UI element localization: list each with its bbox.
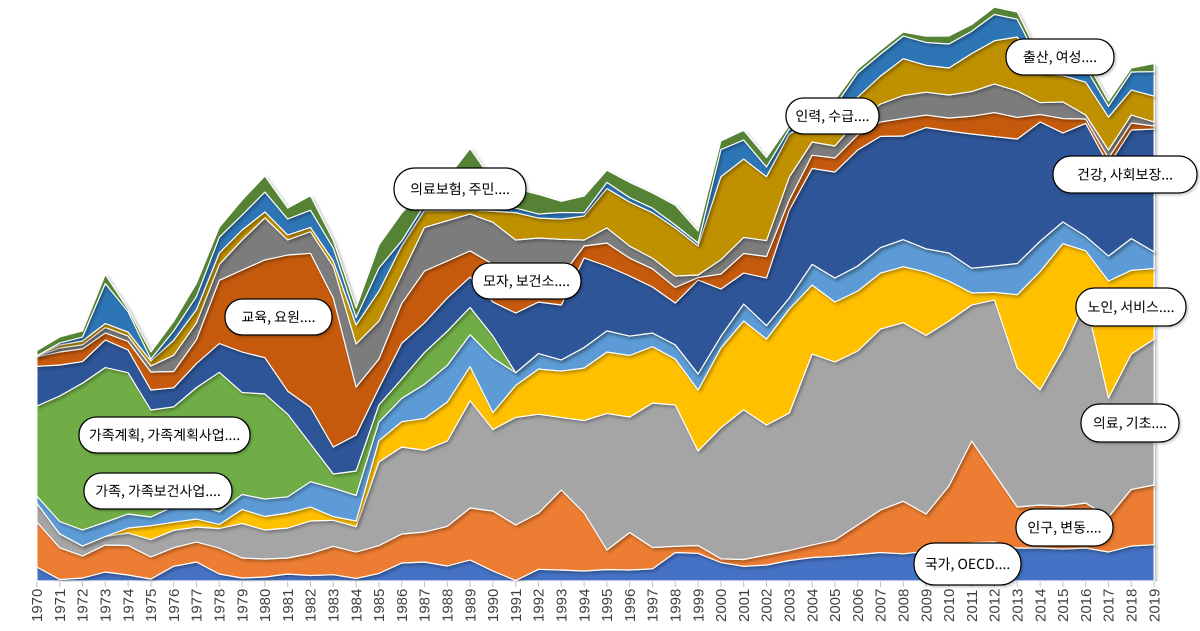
svg-text:1978: 1978 [212, 589, 229, 622]
svg-text:2007: 2007 [873, 589, 890, 622]
svg-text:2015: 2015 [1055, 589, 1072, 622]
svg-text:1997: 1997 [645, 589, 662, 622]
svg-text:1998: 1998 [668, 589, 685, 622]
svg-text:1975: 1975 [143, 589, 160, 622]
svg-text:1970: 1970 [29, 589, 46, 622]
svg-text:2005: 2005 [827, 589, 844, 622]
svg-text:1995: 1995 [599, 589, 616, 622]
svg-text:1980: 1980 [257, 589, 274, 622]
svg-text:1986: 1986 [394, 589, 411, 622]
svg-text:2012: 2012 [987, 589, 1004, 622]
svg-text:1987: 1987 [417, 589, 434, 622]
svg-text:1989: 1989 [462, 589, 479, 622]
svg-text:1993: 1993 [554, 589, 571, 622]
svg-text:2010: 2010 [941, 589, 958, 622]
svg-text:2006: 2006 [850, 589, 867, 622]
svg-text:1985: 1985 [371, 589, 388, 622]
svg-text:1981: 1981 [280, 589, 297, 622]
svg-text:2016: 2016 [1078, 589, 1095, 622]
svg-text:1972: 1972 [75, 589, 92, 622]
svg-text:1983: 1983 [326, 589, 343, 622]
svg-text:1973: 1973 [98, 589, 115, 622]
svg-text:2018: 2018 [1124, 589, 1141, 622]
svg-text:2014: 2014 [1032, 589, 1049, 622]
svg-text:1988: 1988 [440, 589, 457, 622]
svg-text:1994: 1994 [576, 589, 593, 622]
svg-text:2011: 2011 [964, 590, 981, 622]
svg-text:1984: 1984 [348, 589, 365, 622]
svg-text:1977: 1977 [189, 589, 206, 622]
svg-text:1976: 1976 [166, 589, 183, 622]
svg-text:1991: 1991 [508, 589, 525, 622]
svg-text:1982: 1982 [303, 589, 320, 622]
svg-text:2002: 2002 [759, 589, 776, 622]
svg-text:2004: 2004 [804, 589, 821, 622]
svg-text:2003: 2003 [782, 589, 799, 622]
svg-text:1992: 1992 [531, 589, 548, 622]
svg-text:2000: 2000 [713, 589, 730, 622]
svg-text:1979: 1979 [234, 589, 251, 622]
svg-text:1999: 1999 [690, 589, 707, 622]
svg-text:2008: 2008 [896, 589, 913, 622]
svg-text:2019: 2019 [1146, 589, 1163, 622]
svg-text:2013: 2013 [1010, 589, 1027, 622]
svg-text:1990: 1990 [485, 589, 502, 622]
svg-text:2017: 2017 [1101, 589, 1118, 622]
svg-text:1974: 1974 [120, 589, 137, 622]
svg-text:1996: 1996 [622, 589, 639, 622]
svg-text:2001: 2001 [736, 589, 753, 622]
svg-text:1971: 1971 [52, 589, 69, 622]
svg-text:2009: 2009 [918, 589, 935, 622]
